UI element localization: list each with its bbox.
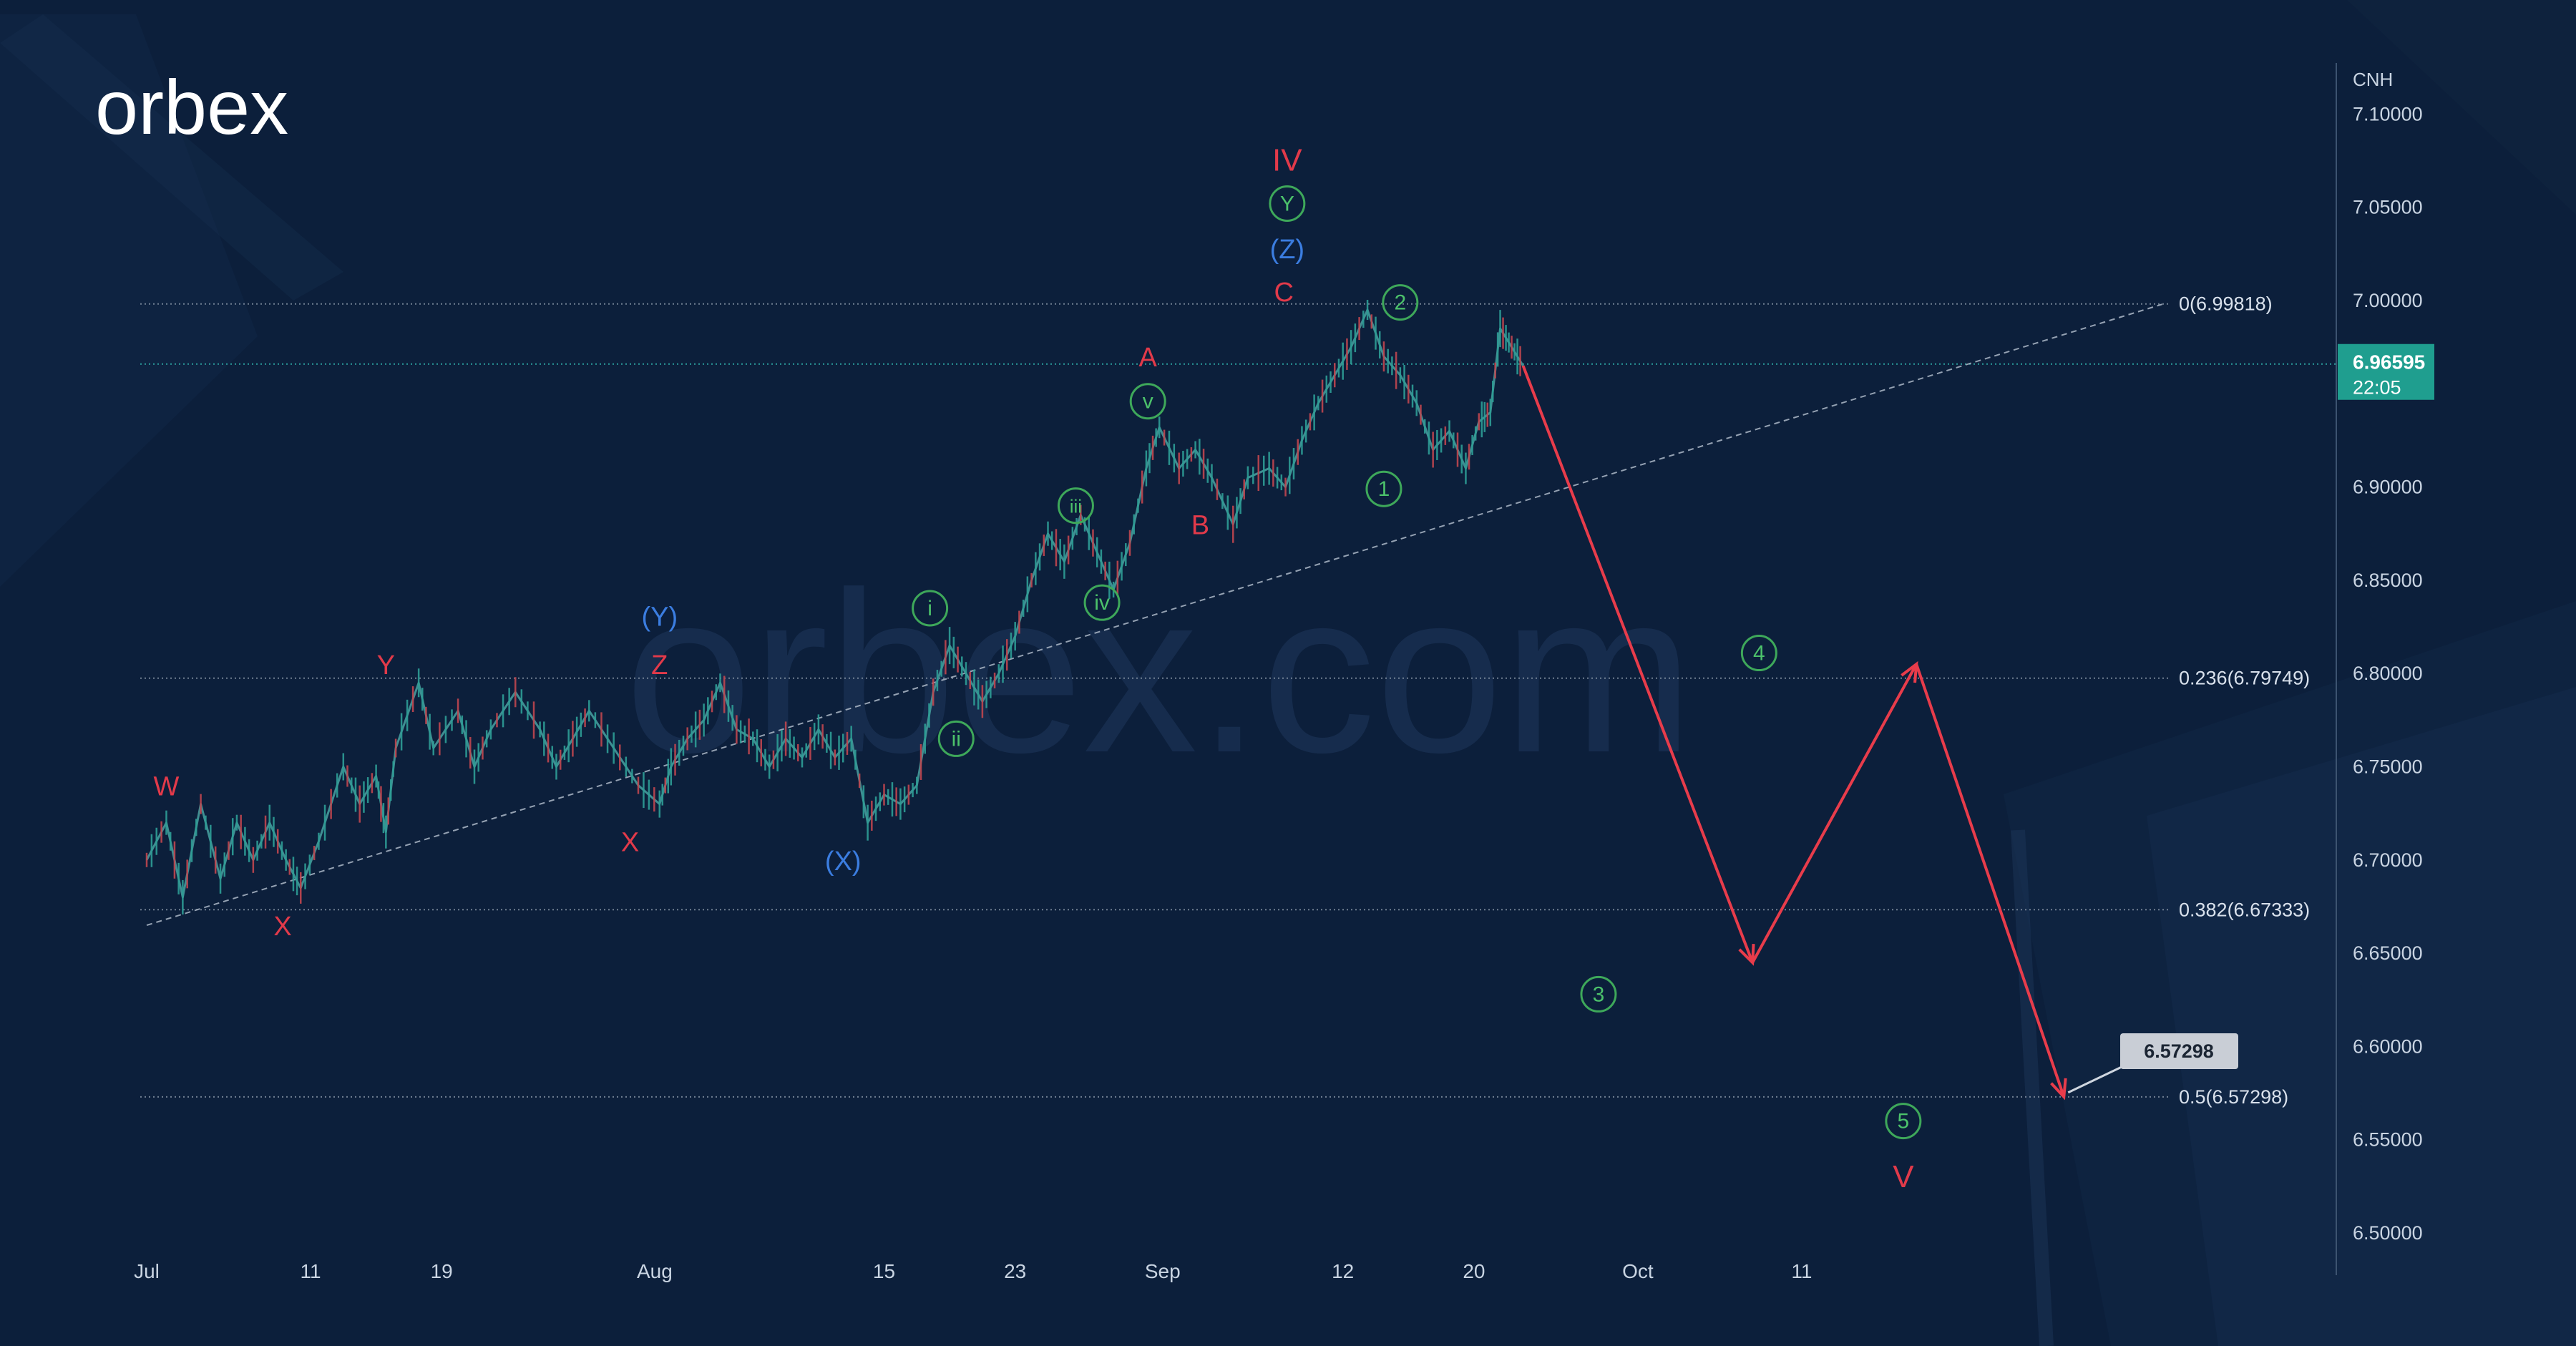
forecast-segment xyxy=(1521,365,1755,963)
x-tick-label: Oct xyxy=(1622,1260,1654,1282)
wave-label: iii xyxy=(1070,496,1082,517)
currency-label: CNH xyxy=(2353,69,2393,90)
wave-label: W xyxy=(154,772,180,802)
wave-label: (X) xyxy=(825,847,862,877)
fib-label: 0.5(6.57298) xyxy=(2179,1086,2288,1108)
current-price-value: 6.96595 xyxy=(2353,351,2425,374)
wave-label: V xyxy=(1893,1159,1914,1194)
wave-label: 1 xyxy=(1378,477,1390,501)
x-tick-label: 15 xyxy=(873,1260,895,1282)
wave-label: i xyxy=(927,597,932,620)
y-tick-label: 6.75000 xyxy=(2353,756,2423,778)
wave-label-circle xyxy=(1740,635,1777,672)
y-tick-label: 6.65000 xyxy=(2353,942,2423,964)
trend-line xyxy=(146,303,2162,926)
x-tick-label: 11 xyxy=(1791,1260,1812,1282)
wave-label: ii xyxy=(952,727,961,751)
wave-label: Z xyxy=(651,650,668,681)
wave-label: C xyxy=(1274,278,1294,308)
wave-label-circle xyxy=(912,590,949,627)
wave-label-circle xyxy=(1580,975,1617,1013)
wave-label-circle xyxy=(1129,383,1166,420)
wave-label-circle xyxy=(937,720,975,757)
orbex-logo: orbex xyxy=(95,64,288,150)
wave-label-circle xyxy=(1365,470,1402,507)
x-tick-label: 12 xyxy=(1332,1260,1354,1282)
x-tick-label: 23 xyxy=(1004,1260,1026,1282)
watermark: orbex.com xyxy=(625,544,1694,800)
x-tick-label: 20 xyxy=(1463,1260,1485,1282)
price-series xyxy=(145,300,1524,915)
wave-label: X xyxy=(273,912,291,942)
x-tick-label: Jul xyxy=(134,1260,160,1282)
wave-label: B xyxy=(1191,511,1209,541)
y-tick-label: 6.80000 xyxy=(2353,663,2423,684)
wave-label: 4 xyxy=(1753,642,1765,665)
y-tick-label: 7.05000 xyxy=(2353,197,2423,218)
wave-label: 3 xyxy=(1593,982,1605,1006)
trendline xyxy=(146,303,2162,926)
wave-label: v xyxy=(1143,390,1153,414)
y-tick-label: 6.60000 xyxy=(2353,1035,2423,1057)
wave-label: Y xyxy=(377,650,395,681)
wave-label: IV xyxy=(1272,143,1302,178)
wave-label: X xyxy=(621,828,639,858)
wave-label: (Y) xyxy=(641,602,678,632)
x-tick-label: Sep xyxy=(1145,1260,1181,1282)
wave-label: iv xyxy=(1094,591,1110,615)
axes: CNH 7.10000 7.05000 7.00000 6.90000 6.85000 6… xyxy=(134,63,2434,1282)
wave-label: A xyxy=(1139,343,1158,373)
current-price-countdown: 22:05 xyxy=(2353,377,2401,399)
forecast-price-callout xyxy=(2120,1033,2238,1069)
wave-label-circle xyxy=(1382,284,1419,321)
y-tick-label: 6.85000 xyxy=(2353,570,2423,591)
forecast-path: 6.57298 xyxy=(1521,365,2238,1101)
y-tick-label: 6.70000 xyxy=(2353,849,2423,871)
x-tick-label: 11 xyxy=(300,1260,321,1282)
y-tick-label: 6.50000 xyxy=(2353,1222,2423,1244)
x-tick-label: 19 xyxy=(431,1260,453,1282)
y-tick-label: 6.90000 xyxy=(2353,477,2423,498)
x-tick-label: Aug xyxy=(637,1260,673,1282)
forecast-segment xyxy=(1751,663,1918,964)
wave-label-circle xyxy=(1057,487,1094,525)
fib-label: 0.382(6.67333) xyxy=(2179,899,2310,920)
fib-label: 0(6.99818) xyxy=(2179,293,2273,315)
wave-label: (Z) xyxy=(1270,235,1305,265)
y-tick-label: 7.00000 xyxy=(2353,290,2423,311)
forecast-arrowhead xyxy=(2050,1078,2067,1101)
wave-label-circle xyxy=(1269,185,1306,222)
y-tick-label: 7.10000 xyxy=(2353,103,2423,125)
fib-label: 0.236(6.79749) xyxy=(2179,668,2310,689)
wave-label: Y xyxy=(1280,192,1294,215)
wave-label-circle xyxy=(1083,584,1121,621)
wave-label: 5 xyxy=(1898,1110,1910,1133)
wave-label: 2 xyxy=(1395,291,1407,315)
wave-label-circle xyxy=(1885,1103,1922,1140)
forecast-segment xyxy=(1915,663,2066,1098)
forecast-price-label: 6.57298 xyxy=(2144,1040,2214,1062)
current-price-badge xyxy=(2338,343,2434,400)
y-tick-label: 6.55000 xyxy=(2353,1129,2423,1151)
